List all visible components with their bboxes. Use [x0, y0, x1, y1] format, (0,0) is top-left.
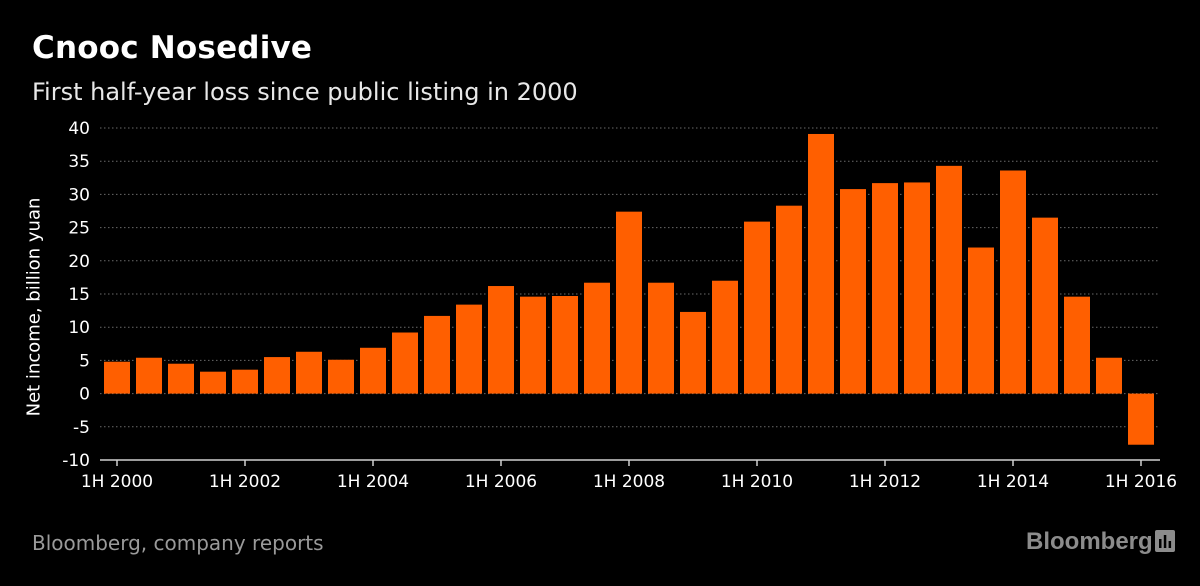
bar	[904, 182, 930, 394]
chart-title: Cnooc Nosedive	[32, 30, 313, 66]
bar	[200, 371, 226, 394]
bloomberg-terminal-icon	[1155, 530, 1175, 552]
x-tick-label: 1H 2004	[337, 472, 409, 492]
x-tick-label: 1H 2008	[593, 472, 665, 492]
x-tick-label: 1H 2016	[1105, 472, 1177, 492]
bar	[808, 133, 834, 394]
bar	[296, 351, 322, 394]
bar	[136, 357, 162, 394]
x-tick-label: 1H 2012	[849, 472, 921, 492]
y-tick-label: 20	[68, 252, 90, 272]
y-tick-label: 5	[79, 351, 90, 371]
y-tick-label: 30	[68, 185, 90, 205]
bar	[392, 332, 418, 394]
y-tick-label: -10	[62, 451, 90, 471]
bar	[584, 282, 610, 394]
x-tick-label: 1H 2002	[209, 472, 281, 492]
bar	[168, 363, 194, 394]
bar	[936, 165, 962, 394]
bar	[520, 296, 546, 394]
bar	[264, 357, 290, 394]
bar	[680, 311, 706, 394]
bar	[648, 282, 674, 394]
bar	[456, 304, 482, 394]
bar	[328, 359, 354, 394]
chart-subtitle: First half-year loss since public listin…	[32, 78, 578, 106]
bar	[104, 361, 130, 394]
y-tick-label: 15	[68, 285, 90, 305]
bar	[488, 286, 514, 394]
y-tick-label: 40	[68, 119, 90, 139]
source-note: Bloomberg, company reports	[32, 531, 324, 555]
bar	[776, 205, 802, 394]
y-tick-label: 35	[68, 152, 90, 172]
bar	[616, 211, 642, 394]
bar	[744, 221, 770, 394]
bar	[1000, 170, 1026, 394]
bar	[872, 183, 898, 394]
y-tick-label: 10	[68, 318, 90, 338]
bar	[424, 315, 450, 394]
bar	[1032, 217, 1058, 394]
bar	[552, 295, 578, 394]
brand-logo: Bloomberg	[1026, 528, 1153, 555]
y-tick-label: 25	[68, 219, 90, 239]
y-tick-label: -5	[73, 418, 90, 438]
bar	[232, 369, 258, 394]
bar	[1064, 296, 1090, 394]
bar	[360, 347, 386, 394]
bar	[712, 280, 738, 394]
bar	[1096, 357, 1122, 394]
x-tick-label: 1H 2000	[81, 472, 153, 492]
bar	[1128, 393, 1154, 445]
bar	[968, 247, 994, 394]
y-tick-label: 0	[79, 385, 90, 405]
x-tick-label: 1H 2006	[465, 472, 537, 492]
bar	[840, 189, 866, 394]
x-tick-label: 1H 2014	[977, 472, 1049, 492]
x-tick-label: 1H 2010	[721, 472, 793, 492]
